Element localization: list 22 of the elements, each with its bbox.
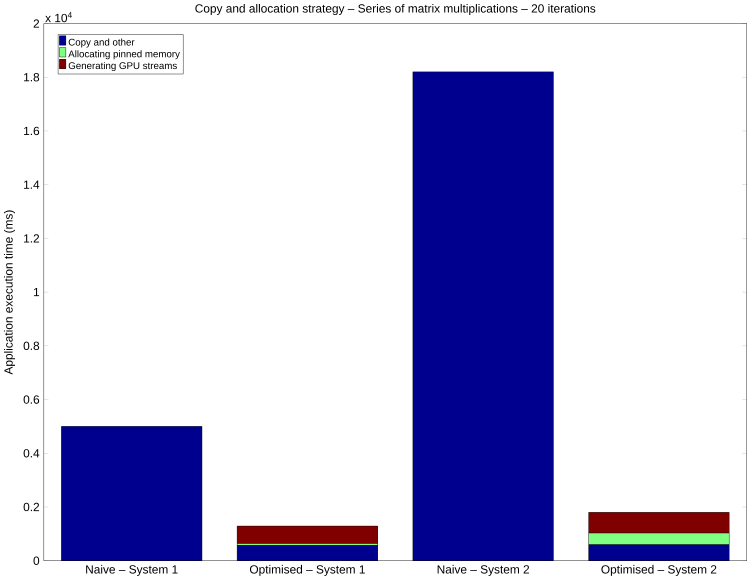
x-tick-label: Naive – System 2 <box>438 564 530 576</box>
x-tick-label: Optimised – System 1 <box>250 564 365 576</box>
y-tick-label: 0.4 <box>24 449 40 458</box>
y-tick-label: 1.4 <box>24 180 40 189</box>
y-tick-label: 1.8 <box>24 73 40 82</box>
y-tick-label: 1.6 <box>24 126 40 136</box>
legend-label: Generating GPU streams <box>68 62 177 72</box>
y-tick-label: 1 <box>34 288 40 296</box>
bar <box>236 526 378 544</box>
y-tick-label: 0 <box>34 556 40 565</box>
y-tick-label: 1.2 <box>24 234 40 243</box>
y-tick-label: 2 <box>34 19 40 28</box>
legend-label: Allocating pinned memory <box>68 50 180 60</box>
legend-label: Copy and other <box>68 38 134 48</box>
y-axis-title: Application execution time (ms) <box>4 210 16 375</box>
text: x 10$^{4}$ <box>45 12 72 22</box>
x-tick-label: Optimised – System 2 <box>601 564 716 576</box>
y-tick-label: 0.8 <box>24 342 40 350</box>
x-tick-label: Naive – System 1 <box>86 564 178 576</box>
chart-title: Copy and allocation strategy – Series of matrix multiplications – 20 iterations <box>195 4 596 16</box>
y-tick-label: 0.6 <box>24 395 40 404</box>
y-tick-label: 0.2 <box>24 502 40 512</box>
